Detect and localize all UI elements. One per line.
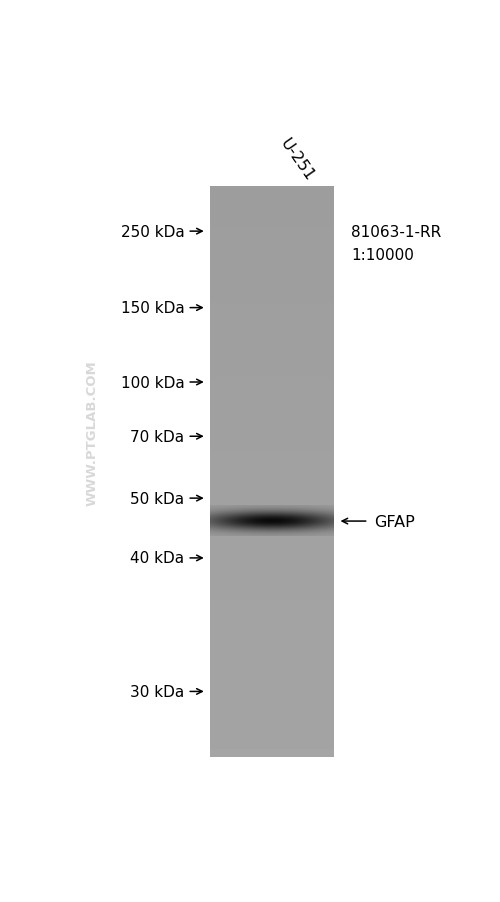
- Text: 40 kDa: 40 kDa: [130, 551, 184, 566]
- Text: GFAP: GFAP: [374, 514, 415, 529]
- Text: 150 kDa: 150 kDa: [121, 300, 184, 316]
- Text: WWW.PTGLAB.COM: WWW.PTGLAB.COM: [86, 360, 99, 506]
- Text: 70 kDa: 70 kDa: [130, 429, 184, 445]
- Text: 50 kDa: 50 kDa: [130, 491, 184, 506]
- Text: 100 kDa: 100 kDa: [121, 375, 184, 390]
- Text: 81063-1-RR
1:10000: 81063-1-RR 1:10000: [351, 226, 442, 262]
- Text: 30 kDa: 30 kDa: [130, 684, 184, 699]
- Text: 250 kDa: 250 kDa: [121, 225, 184, 239]
- Text: U-251: U-251: [278, 135, 318, 183]
